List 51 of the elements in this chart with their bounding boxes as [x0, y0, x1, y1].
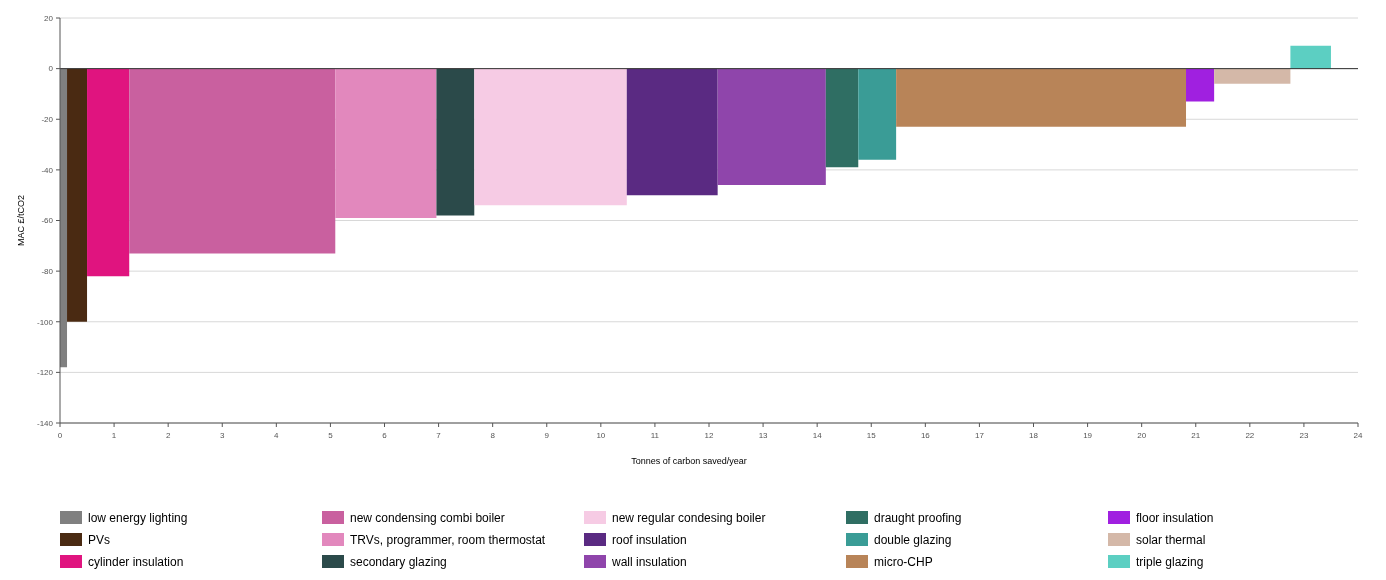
y-tick-label: -20: [41, 115, 54, 125]
x-tick-label: 24: [1353, 431, 1363, 440]
legend-label: TRVs, programmer, room thermostat: [350, 533, 546, 547]
y-tick-label: -100: [36, 317, 54, 327]
x-tick-label: 4: [274, 431, 280, 440]
legend-label: cylinder insulation: [88, 555, 184, 569]
x-tick-label: 13: [758, 431, 769, 440]
legend-label: new condensing combi boiler: [350, 511, 505, 525]
y-tick-label: -120: [36, 368, 54, 378]
x-tick-label: 8: [490, 431, 496, 440]
x-tick-label: 21: [1191, 431, 1201, 440]
legend-label: triple glazing: [1136, 555, 1204, 569]
legend-label: secondary glazing: [350, 555, 447, 569]
legend-label: micro-CHP: [874, 555, 933, 569]
y-tick-label: 0: [48, 64, 54, 74]
y-tick-label: -60: [41, 216, 54, 226]
x-tick-label: 6: [382, 431, 388, 440]
x-tick-label: 11: [650, 431, 660, 440]
y-tick-label: -40: [41, 165, 54, 175]
x-tick-label: 15: [866, 431, 877, 440]
legend-label: low energy lighting: [88, 511, 188, 525]
x-tick-label: 14: [812, 431, 823, 440]
x-tick-label: 5: [328, 431, 334, 440]
legend-label: floor insulation: [1136, 511, 1214, 525]
x-tick-label: 23: [1299, 431, 1309, 440]
x-tick-label: 0: [57, 431, 63, 440]
x-tick-label: 19: [1083, 431, 1093, 440]
x-tick-label: 1: [111, 431, 117, 440]
legend-label: wall insulation: [611, 555, 687, 569]
y-tick-label: -80: [41, 266, 54, 276]
x-tick-label: 3: [220, 431, 226, 440]
x-tick-label: 22: [1245, 431, 1255, 440]
legend-label: draught proofing: [874, 511, 962, 525]
y-tick-label: 20: [44, 13, 54, 23]
x-tick-label: 9: [544, 431, 550, 440]
legend-label: double glazing: [874, 533, 952, 547]
x-axis-title: Tonnes of carbon saved/year: [631, 456, 747, 466]
y-axis-title: MAC £/tCO2: [16, 194, 26, 247]
x-tick-label: 16: [920, 431, 931, 440]
legend-label: solar thermal: [1136, 533, 1206, 547]
x-tick-label: 2: [165, 431, 171, 440]
legend-label: roof insulation: [612, 533, 687, 547]
y-tick-label: -140: [36, 418, 54, 428]
legend-label: new regular condesing boiler: [612, 511, 766, 525]
x-tick-label: 10: [596, 431, 606, 440]
legend-label: PVs: [88, 533, 111, 547]
x-tick-label: 20: [1137, 431, 1147, 440]
x-tick-label: 18: [1029, 431, 1039, 440]
x-tick-label: 12: [704, 431, 714, 440]
x-tick-label: 7: [436, 431, 442, 440]
x-tick-label: 17: [974, 431, 985, 440]
